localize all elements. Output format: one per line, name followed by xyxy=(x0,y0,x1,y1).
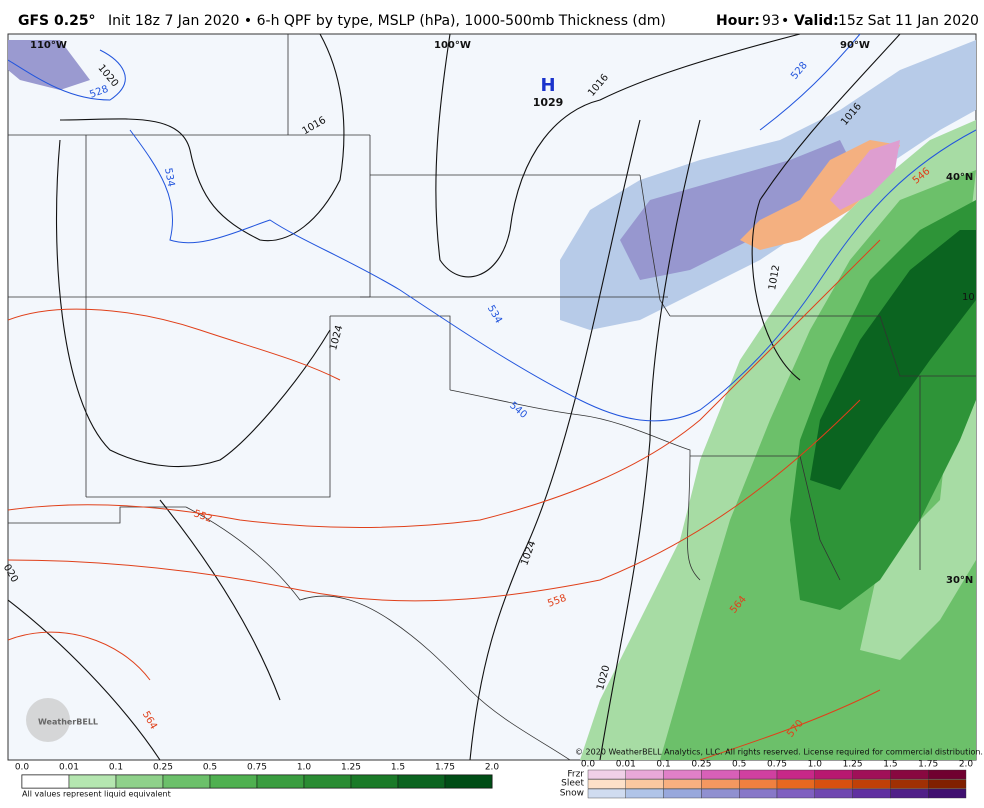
ptype-segment xyxy=(814,779,853,789)
colorbar-tick: 0.5 xyxy=(203,763,217,773)
lat-label: 40°N xyxy=(946,172,973,183)
colorbar-tick: 1.5 xyxy=(391,763,405,773)
ptype-segment xyxy=(739,769,778,780)
lon-label: 100°W xyxy=(434,40,471,51)
high-pressure: 1029 xyxy=(533,96,564,109)
ptype-tick: 0.01 xyxy=(616,760,636,770)
colorbar-tick: 1.0 xyxy=(297,763,312,773)
ptype-tick: 1.75 xyxy=(918,760,938,770)
precip-heaviest xyxy=(810,230,976,490)
ptype-segment xyxy=(587,788,626,799)
colorbar-segment xyxy=(303,774,352,789)
ptype-segment xyxy=(928,769,967,780)
colorbar-segment xyxy=(115,774,164,789)
snow-mid xyxy=(620,140,860,280)
hour-label: Hour: xyxy=(716,13,760,29)
ptype-segment xyxy=(587,769,626,780)
ptype-tick: 1.25 xyxy=(843,760,863,770)
ptype-tick: 1.0 xyxy=(808,760,823,770)
ptype-segment xyxy=(701,779,740,789)
hour-value: 93 xyxy=(762,13,780,29)
ptype-segment xyxy=(928,779,967,789)
colorbar-tick: 0.75 xyxy=(247,763,267,773)
valid-value: 15z Sat 11 Jan 2020 xyxy=(838,13,979,29)
ptype-segment xyxy=(776,779,815,789)
colorbar-segment xyxy=(68,774,117,789)
ptype-tick: 0.25 xyxy=(691,760,711,770)
ptype-tick: 0.0 xyxy=(581,760,596,770)
lon-label: 90°W xyxy=(840,40,870,51)
ptype-label: Sleet xyxy=(561,779,584,789)
ptype-segment xyxy=(890,779,929,789)
map: 110°W 100°W 90°W 40°N 30°N H 1029 1020 1… xyxy=(1,33,983,761)
logo-globe xyxy=(26,698,70,742)
colorbar-segment xyxy=(350,774,399,789)
ptype-tick: 1.5 xyxy=(883,760,897,770)
colorbar-tick: 1.75 xyxy=(435,763,455,773)
colorbar-tick: 0.1 xyxy=(109,763,123,773)
ptype-segment xyxy=(814,769,853,780)
ptype-segment xyxy=(587,779,626,789)
ptype-segment xyxy=(625,788,664,799)
ptype-segment xyxy=(739,779,778,789)
ptype-tick: 0.5 xyxy=(732,760,746,770)
colorbar-segment xyxy=(209,774,258,789)
colorbar-segment xyxy=(162,774,211,789)
colorbar-tick: 0.25 xyxy=(153,763,173,773)
ptype-segment xyxy=(701,788,740,799)
thickness-label: 534 xyxy=(162,167,176,188)
colorbar-segment xyxy=(444,774,493,789)
description: Init 18z 7 Jan 2020 • 6-h QPF by type, M… xyxy=(108,13,666,29)
ptype-tick: 2.0 xyxy=(959,760,974,770)
ptype-label: Snow xyxy=(560,789,584,799)
ptype-segment xyxy=(814,788,853,799)
lat-label: 30°N xyxy=(946,575,973,586)
ptype-segment xyxy=(663,788,702,799)
isobar-label: 10 xyxy=(962,292,975,303)
valid-label: Valid: xyxy=(794,13,839,29)
ptype-segment xyxy=(739,788,778,799)
ptype-segment xyxy=(776,788,815,799)
ptype-segment xyxy=(701,769,740,780)
colorbar-tick: 0.0 xyxy=(15,763,30,773)
ptype-label: Frzr xyxy=(567,770,584,780)
model: GFS 0.25° xyxy=(18,13,96,29)
ptype-segment xyxy=(663,779,702,789)
ptype-segment xyxy=(928,788,967,799)
snow-west xyxy=(8,40,90,90)
logo: WeatherBELL xyxy=(38,718,98,727)
colorbar-tick: 0.01 xyxy=(59,763,79,773)
ptype-segment xyxy=(852,788,891,799)
ptype-segment xyxy=(625,769,664,780)
colorbar-segment xyxy=(21,774,70,789)
frzr xyxy=(830,140,900,210)
isobar-label: 1012 xyxy=(767,264,782,291)
ptype-segment xyxy=(890,769,929,780)
lon-label: 110°W xyxy=(30,40,67,51)
ptype-segment xyxy=(852,779,891,789)
colorbar-tick: 2.0 xyxy=(485,763,500,773)
colorbar-segment xyxy=(397,774,446,789)
legend: All values represent liquid equivalent F… xyxy=(15,760,974,799)
ptype-segment xyxy=(625,779,664,789)
separator: • xyxy=(781,13,789,29)
copyright: © 2020 WeatherBELL Analytics, LLC. All r… xyxy=(575,748,983,757)
ptype-segment xyxy=(776,769,815,780)
colorbar-tick: 1.25 xyxy=(341,763,361,773)
legend-note: All values represent liquid equivalent xyxy=(22,790,171,799)
high-symbol: H xyxy=(540,75,555,96)
ptype-segment xyxy=(890,788,929,799)
ptype-tick: 0.75 xyxy=(767,760,787,770)
colorbar-segment xyxy=(256,774,305,789)
ptype-segment xyxy=(852,769,891,780)
ptype-tick: 0.1 xyxy=(656,760,670,770)
ptype-segment xyxy=(663,769,702,780)
